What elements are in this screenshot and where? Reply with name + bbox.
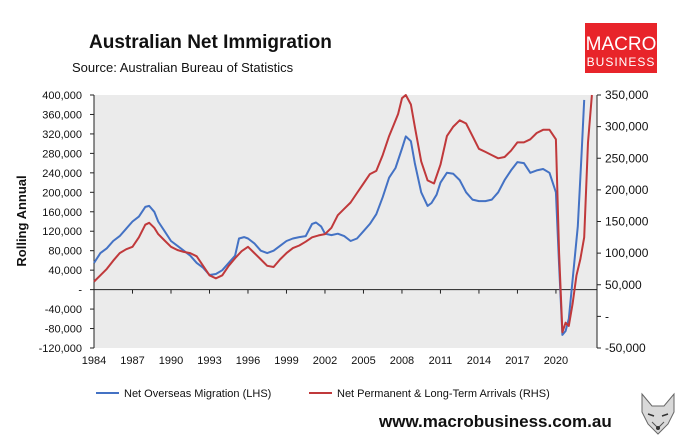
x-axis-ticks: 1984 1987 1990 1993 1996 1999 2002 2005 2008 2011… bbox=[82, 289, 568, 367]
series-line-net-permanent-long-term bbox=[93, 94, 593, 334]
left-tick-label: 40,000 bbox=[48, 265, 82, 277]
logo-line2: BUSINESS bbox=[587, 55, 656, 69]
macrobusiness-logo: MACRO BUSINESS bbox=[585, 23, 657, 73]
right-tick-label: 250,000 bbox=[605, 151, 649, 165]
x-tick-label: 1984 bbox=[82, 355, 106, 367]
x-tick-label: 1990 bbox=[159, 355, 183, 367]
left-tick-label: -80,000 bbox=[45, 324, 82, 336]
x-tick-label: 1993 bbox=[197, 355, 221, 367]
right-tick-label: 50,000 bbox=[605, 278, 642, 292]
legend-label-net-overseas-migration: Net Overseas Migration (LHS) bbox=[124, 388, 271, 400]
right-axis-ticks: 350,000 300,000 250,000 200,000 150,000 100,0… bbox=[597, 88, 649, 355]
x-tick-label: 2002 bbox=[313, 355, 337, 367]
x-tick-label: 1987 bbox=[120, 355, 144, 367]
x-tick-label: 2005 bbox=[351, 355, 375, 367]
left-tick-label: 80,000 bbox=[48, 246, 82, 258]
right-tick-label: 150,000 bbox=[605, 215, 649, 229]
right-tick-label: 300,000 bbox=[605, 120, 649, 134]
legend: Net Overseas Migration (LHS) Net Permane… bbox=[96, 388, 550, 400]
series-group bbox=[93, 94, 593, 336]
y-axis-label: Rolling Annual bbox=[14, 175, 29, 266]
x-tick-label: 2020 bbox=[544, 355, 568, 367]
right-tick-label: 350,000 bbox=[605, 88, 649, 102]
left-tick-label: 200,000 bbox=[42, 187, 82, 199]
website-url: www.macrobusiness.com.au bbox=[378, 412, 612, 431]
left-axis-ticks: 400,000 360,000 320,000 280,000 240,000 200,0… bbox=[39, 90, 94, 355]
left-tick-label: 320,000 bbox=[42, 129, 82, 141]
plot-area bbox=[94, 95, 597, 348]
legend-label-net-permanent-long-term: Net Permanent & Long-Term Arrivals (RHS) bbox=[337, 388, 550, 400]
series-line-net-overseas-migration bbox=[93, 99, 586, 336]
left-tick-label: -120,000 bbox=[39, 343, 82, 355]
left-tick-label: 360,000 bbox=[42, 109, 82, 121]
left-tick-label: 240,000 bbox=[42, 168, 82, 180]
left-tick-label: - bbox=[78, 285, 82, 297]
chart-source: Source: Australian Bureau of Statistics bbox=[72, 60, 294, 75]
left-tick-label: -40,000 bbox=[45, 304, 82, 316]
right-tick-label: 200,000 bbox=[605, 183, 649, 197]
x-tick-label: 1996 bbox=[236, 355, 260, 367]
x-tick-label: 2008 bbox=[390, 355, 414, 367]
right-tick-label: -50,000 bbox=[605, 341, 646, 355]
left-tick-label: 400,000 bbox=[42, 90, 82, 102]
left-tick-label: 280,000 bbox=[42, 148, 82, 160]
fox-head-icon bbox=[641, 392, 675, 435]
logo-box bbox=[585, 23, 657, 73]
right-tick-label: - bbox=[605, 309, 609, 323]
x-tick-label: 2014 bbox=[467, 355, 491, 367]
right-tick-label: 100,000 bbox=[605, 246, 649, 260]
left-tick-label: 160,000 bbox=[42, 207, 82, 219]
logo-line1: MACRO bbox=[586, 34, 657, 55]
x-tick-label: 1999 bbox=[274, 355, 298, 367]
x-tick-label: 2011 bbox=[429, 355, 453, 367]
left-tick-label: 120,000 bbox=[42, 226, 82, 238]
chart-title: Australian Net Immigration bbox=[89, 32, 332, 53]
x-tick-label: 2017 bbox=[505, 355, 529, 367]
